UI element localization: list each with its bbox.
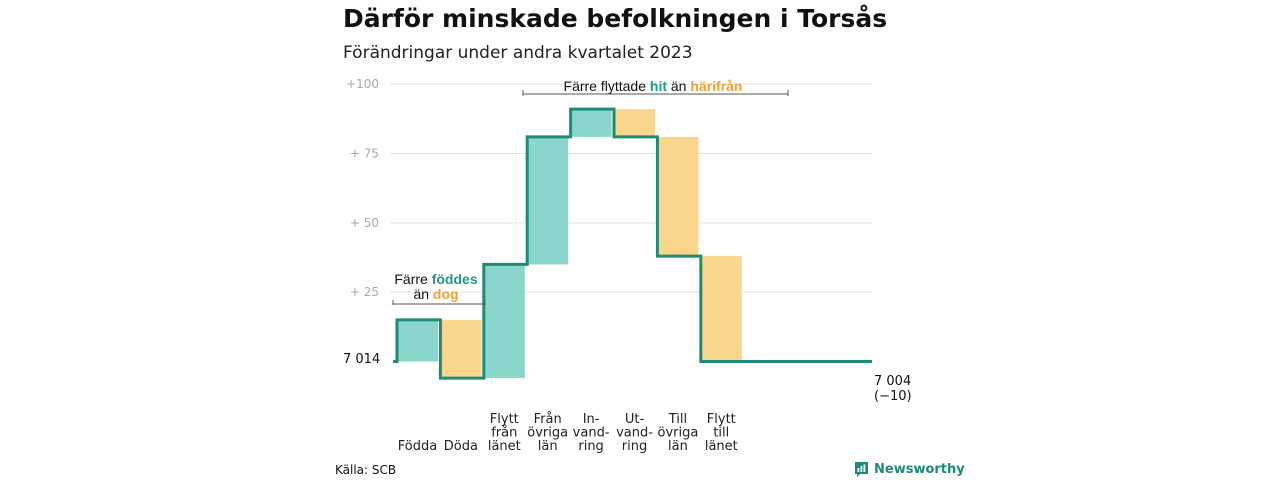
annotation-migration: Färre flyttade hit än härifrån xyxy=(522,78,789,96)
cumulative-step-line xyxy=(393,107,872,380)
newsworthy-logo-icon xyxy=(855,462,868,477)
category-label: Flytt till länet xyxy=(705,412,738,454)
brand-logo[interactable]: Newsworthy xyxy=(854,461,965,478)
annotation-migration-bracket xyxy=(522,90,789,96)
waterfall-bar xyxy=(700,256,742,362)
waterfall-bar xyxy=(397,319,438,362)
source-note: Källa: SCB xyxy=(335,463,397,477)
start-value-label: 7 014 xyxy=(343,352,380,367)
waterfall-bar xyxy=(657,136,699,257)
waterfall-bar xyxy=(570,109,612,137)
annotation-births: Färre föddes än dog xyxy=(392,271,486,305)
y-tick-label: +100 xyxy=(346,77,379,91)
waterfall-bar xyxy=(527,136,569,265)
y-tick-label: + 75 xyxy=(350,147,379,161)
annotation-highlight-here: hit xyxy=(650,78,667,94)
y-tick-label: + 50 xyxy=(350,216,379,230)
gridlines: +100 + 75 + 50 + 25 xyxy=(346,77,872,299)
waterfall-bar xyxy=(614,109,655,137)
category-label: Från övriga län xyxy=(527,412,568,454)
category-label: Flytt från länet xyxy=(488,412,521,454)
annotation-highlight-born: föddes xyxy=(432,271,478,287)
end-value-label: 7 004 xyxy=(874,374,911,389)
chart-subtitle: Förändringar under andra kvartalet 2023 xyxy=(343,43,693,63)
bars xyxy=(397,109,742,379)
category-label: Döda xyxy=(444,439,478,454)
chart-title: Därför minskade befolkningen i Torsås xyxy=(343,4,888,33)
waterfall-bar xyxy=(440,319,482,379)
category-label: Till övriga län xyxy=(657,412,698,454)
annotation-highlight-from-here: härifrån xyxy=(690,78,742,94)
annotation-migration-text: Färre flyttade hit än härifrån xyxy=(564,78,743,94)
annotation-births-line2: än dog xyxy=(413,286,458,302)
waterfall-bar xyxy=(483,264,525,379)
category-label: In-vand-ring xyxy=(573,412,610,454)
category-label: Ut-vand-ring xyxy=(616,412,653,454)
y-tick-label: + 25 xyxy=(350,285,379,299)
annotation-births-line1: Färre föddes xyxy=(394,271,477,287)
annotation-births-bracket xyxy=(392,300,486,305)
end-change-label: (−10) xyxy=(874,389,912,404)
annotation-highlight-died: dog xyxy=(433,286,459,302)
category-label: Födda xyxy=(398,439,437,454)
brand-name: Newsworthy xyxy=(874,462,965,477)
